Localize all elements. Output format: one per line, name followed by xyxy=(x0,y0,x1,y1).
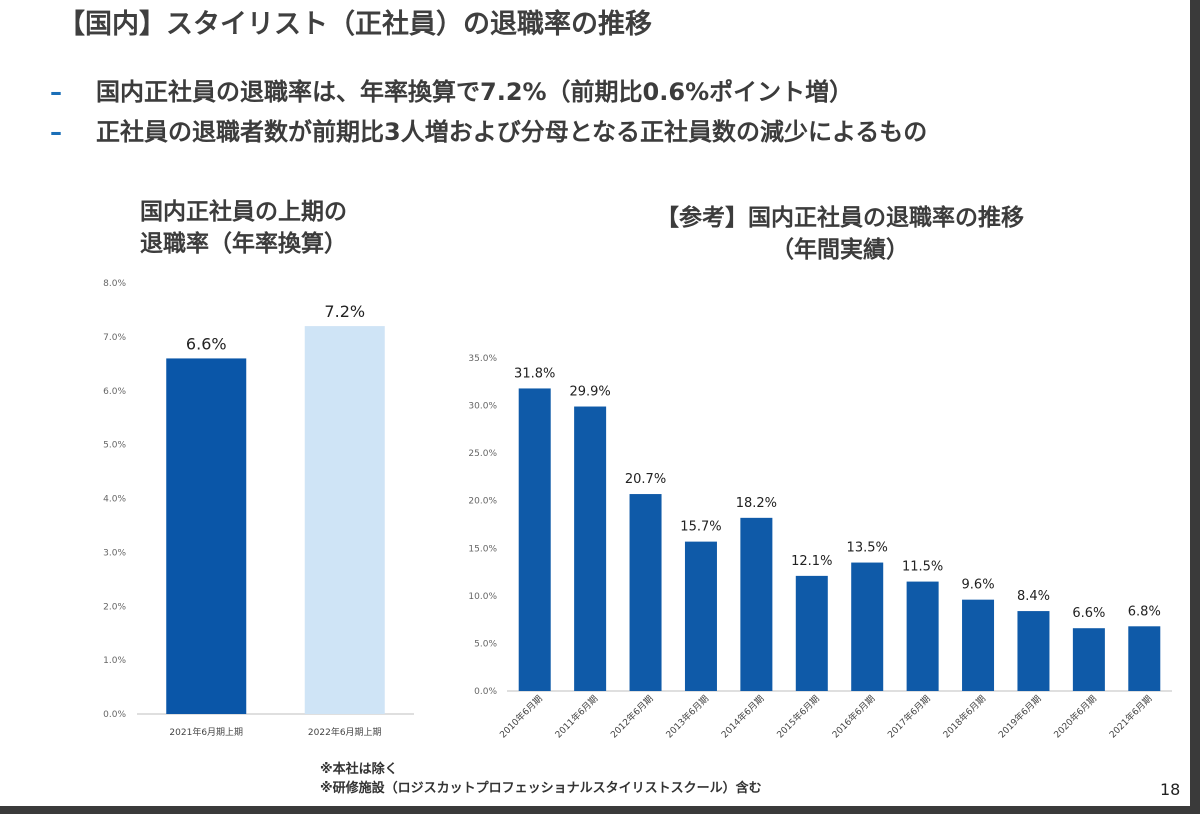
right-category-label: 2012年6月期 xyxy=(608,693,656,741)
right-data-label: 15.7% xyxy=(680,520,721,535)
left-y-tick-label: 6.0% xyxy=(103,387,126,397)
left-chart-title-line: 国内正社員の上期の xyxy=(140,199,347,225)
left-y-tick-label: 2.0% xyxy=(103,602,126,612)
left-y-tick-label: 7.0% xyxy=(103,333,126,343)
right-bar xyxy=(629,494,662,691)
right-category-label: 2010年6月期 xyxy=(497,693,545,741)
right-y-tick-label: 30.0% xyxy=(468,402,497,412)
right-category-label: 2016年6月期 xyxy=(830,693,878,741)
right-data-label: 9.6% xyxy=(962,578,995,593)
right-data-label: 18.2% xyxy=(736,496,777,511)
right-data-label: 8.4% xyxy=(1017,589,1050,604)
right-category-label: 2015年6月期 xyxy=(774,693,822,741)
left-bar xyxy=(304,326,385,714)
right-data-label: 6.6% xyxy=(1072,606,1105,621)
right-y-tick-label: 20.0% xyxy=(468,497,497,507)
left-chart-title-line: 退職率（年率換算） xyxy=(140,231,347,257)
right-category-label: 2018年6月期 xyxy=(940,693,988,741)
right-bar xyxy=(518,388,551,691)
bullet-text: 正社員の退職者数が前期比3人増および分母となる正社員数の減少によるもの xyxy=(96,118,928,146)
left-data-label: 6.6% xyxy=(186,334,227,353)
right-data-label: 11.5% xyxy=(902,560,943,575)
right-bar xyxy=(574,406,607,691)
left-y-tick-label: 5.0% xyxy=(103,441,126,451)
bullet-text: 国内正社員の退職率は、年率換算で7.2%（前期比0.6%ポイント増） xyxy=(96,78,854,106)
right-y-tick-label: 10.0% xyxy=(468,592,497,602)
left-category-label: 2022年6月期上期 xyxy=(308,726,382,738)
left-y-tick-label: 4.0% xyxy=(103,495,126,505)
right-bar xyxy=(906,581,939,691)
right-category-label: 2013年6月期 xyxy=(663,693,711,741)
right-chart-title-line: 【参考】国内正社員の退職率の推移 xyxy=(656,205,1024,231)
right-data-label: 13.5% xyxy=(847,541,888,556)
right-data-label: 20.7% xyxy=(625,472,666,487)
footnote: ※本社は除く xyxy=(320,762,398,777)
right-category-label: 2011年6月期 xyxy=(552,693,600,741)
page-number: 18 xyxy=(1160,780,1181,799)
left-y-tick-label: 0.0% xyxy=(103,710,126,720)
left-y-tick-label: 8.0% xyxy=(103,279,126,289)
bullet-item: – 国内正社員の退職率は、年率換算で7.2%（前期比0.6%ポイント増） xyxy=(50,72,927,112)
right-chart-title: 【参考】国内正社員の退職率の推移 （年間実績） xyxy=(620,202,1060,266)
bullet-list: – 国内正社員の退職率は、年率換算で7.2%（前期比0.6%ポイント増） – 正社員… xyxy=(50,72,927,152)
right-data-label: 6.8% xyxy=(1128,604,1161,619)
right-bar xyxy=(684,541,717,691)
left-bar xyxy=(166,358,247,714)
left-y-tick-label: 1.0% xyxy=(103,656,126,666)
bullet-marker: – xyxy=(50,78,62,106)
right-data-label: 12.1% xyxy=(791,554,832,569)
bullet-item: – 正社員の退職者数が前期比3人増および分母となる正社員数の減少によるもの xyxy=(50,112,927,152)
right-bar xyxy=(1017,611,1050,691)
right-category-label: 2014年6月期 xyxy=(719,693,767,741)
right-y-tick-label: 15.0% xyxy=(468,544,497,554)
right-data-label: 31.8% xyxy=(514,366,555,381)
bullet-marker: – xyxy=(50,118,62,146)
right-bar xyxy=(851,562,884,691)
right-category-label: 2021年6月期 xyxy=(1107,693,1155,741)
left-y-tick-label: 3.0% xyxy=(103,548,126,558)
slide-title: 【国内】スタイリスト（正社員）の退職率の推移 xyxy=(58,9,652,40)
right-category-label: 2020年6月期 xyxy=(1051,693,1099,741)
right-bar xyxy=(962,599,995,691)
footnote: ※研修施設（ロジスカットプロフェッショナルスタイリストスクール）含む xyxy=(320,781,762,796)
right-y-tick-label: 35.0% xyxy=(468,354,497,364)
right-category-label: 2019年6月期 xyxy=(996,693,1044,741)
right-bar xyxy=(1072,628,1105,691)
left-chart-title: 国内正社員の上期の 退職率（年率換算） xyxy=(140,196,347,260)
right-y-tick-label: 0.0% xyxy=(474,687,497,697)
right-bar xyxy=(740,517,773,691)
right-y-tick-label: 5.0% xyxy=(474,639,497,649)
right-bar xyxy=(795,575,828,691)
right-y-tick-label: 25.0% xyxy=(468,449,497,459)
left-data-label: 7.2% xyxy=(324,302,365,321)
right-category-label: 2017年6月期 xyxy=(885,693,933,741)
right-data-label: 29.9% xyxy=(569,385,610,400)
right-bar xyxy=(1128,626,1161,691)
right-chart-title-line: （年間実績） xyxy=(771,237,909,263)
left-category-label: 2021年6月期上期 xyxy=(169,726,243,738)
